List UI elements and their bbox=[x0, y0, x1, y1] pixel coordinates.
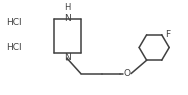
Text: N: N bbox=[64, 53, 70, 61]
Text: N: N bbox=[64, 14, 70, 23]
Text: F: F bbox=[165, 30, 170, 39]
Text: HCl: HCl bbox=[6, 18, 22, 27]
Text: HCl: HCl bbox=[6, 43, 22, 52]
Text: H: H bbox=[64, 3, 70, 12]
Text: O: O bbox=[123, 69, 130, 78]
